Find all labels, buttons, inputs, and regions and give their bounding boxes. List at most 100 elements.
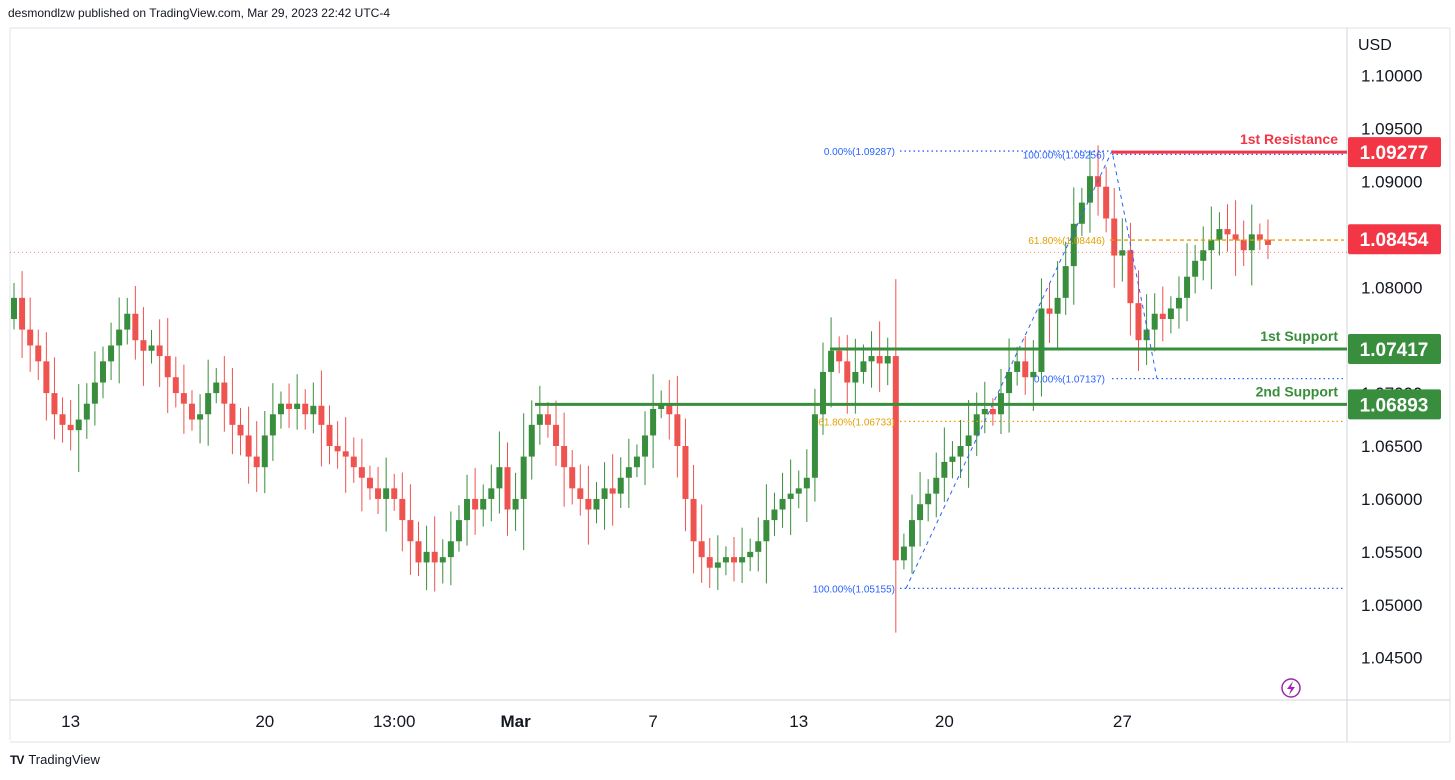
- candle: [83, 383, 90, 439]
- candle-body: [1240, 239, 1247, 251]
- candle: [836, 336, 843, 374]
- candle: [1078, 187, 1085, 236]
- candle: [1264, 219, 1271, 260]
- price-tick: 1.04500: [1361, 649, 1422, 668]
- candle-body: [787, 493, 794, 499]
- price-tick: 1.06000: [1361, 490, 1422, 509]
- candle: [286, 383, 293, 428]
- candle-body: [455, 520, 462, 542]
- candle: [965, 399, 972, 488]
- candle-body: [593, 498, 600, 510]
- fib-label: 0.00%(1.09287): [824, 147, 895, 158]
- candle-body: [836, 350, 843, 362]
- candle-body: [1070, 223, 1077, 267]
- candle: [844, 334, 851, 414]
- candle-body: [739, 557, 746, 563]
- candle-body: [27, 329, 34, 346]
- candle-body: [67, 424, 74, 431]
- candle-body: [1054, 297, 1061, 314]
- candle: [439, 539, 446, 584]
- candle: [455, 505, 462, 552]
- price-tick: 1.05000: [1361, 596, 1422, 615]
- candle-body: [747, 551, 754, 558]
- candle: [536, 385, 543, 445]
- candle: [407, 484, 414, 575]
- time-tick: 20: [255, 712, 274, 731]
- candle-body: [892, 356, 899, 561]
- candle-body: [124, 313, 131, 330]
- candle-body: [1078, 202, 1085, 224]
- candle-body: [116, 329, 123, 346]
- candle: [19, 271, 26, 358]
- candle: [868, 331, 875, 388]
- candle: [633, 444, 640, 478]
- candle-body: [860, 361, 867, 372]
- support1-price-tag: 1.07417: [1348, 333, 1441, 364]
- price-axis[interactable]: USD1.100001.095001.090001.080001.075001.…: [1281, 37, 1441, 698]
- candle: [609, 454, 616, 526]
- candle: [156, 319, 163, 387]
- candle: [1159, 286, 1166, 342]
- candle-body: [690, 498, 697, 542]
- candle: [973, 392, 980, 456]
- candle-body: [19, 297, 26, 330]
- candle-body: [350, 456, 357, 468]
- candle: [941, 427, 948, 502]
- level-name: 1st Resistance: [1240, 131, 1338, 147]
- candle: [415, 521, 422, 577]
- candle-body: [949, 456, 956, 462]
- candle-body: [310, 405, 317, 415]
- time-tick: 7: [648, 712, 657, 731]
- publisher-note: desmondlzw published on TradingView.com,…: [8, 6, 390, 20]
- fib-label: 100.00%(1.05155): [813, 584, 895, 595]
- candle-body: [229, 403, 236, 425]
- price-tick: 1.09000: [1361, 172, 1422, 191]
- candle: [860, 344, 867, 384]
- candle: [779, 472, 786, 528]
- candle: [763, 484, 770, 584]
- candle: [116, 297, 123, 384]
- candle-body: [811, 414, 818, 478]
- candle: [164, 317, 171, 414]
- candle: [1062, 241, 1069, 315]
- lightning-icon: [1281, 678, 1301, 698]
- candle-body: [383, 488, 390, 499]
- candle-body: [269, 414, 276, 436]
- candle-body: [375, 488, 382, 499]
- candle-body: [180, 393, 187, 404]
- candle: [366, 465, 373, 500]
- price-tag-bg: [1348, 137, 1441, 168]
- candle: [722, 546, 729, 576]
- candle: [318, 370, 325, 467]
- candle: [302, 389, 309, 430]
- candle-body: [1111, 218, 1118, 256]
- candle: [585, 465, 592, 545]
- candle: [682, 418, 689, 532]
- candle: [528, 400, 535, 480]
- price-tick: 1.10000: [1361, 67, 1422, 86]
- tradingview-footer[interactable]: TV TradingView: [10, 752, 100, 767]
- candle: [884, 337, 891, 386]
- candle: [205, 359, 212, 446]
- support2-price-tag: 1.06893: [1348, 389, 1441, 420]
- candle-body: [11, 297, 17, 320]
- candle: [91, 351, 98, 426]
- candle-body: [933, 477, 940, 494]
- candle: [811, 388, 818, 502]
- candle-body: [714, 562, 721, 568]
- candle-body: [75, 419, 82, 431]
- price-tag-bg: [1348, 389, 1441, 420]
- time-tick: 13:00: [373, 712, 416, 731]
- candle: [480, 484, 487, 527]
- candle-body: [1224, 229, 1231, 235]
- candle: [1232, 200, 1239, 276]
- time-axis[interactable]: 13 20 13:00 Mar 7 13 20 27: [61, 712, 1132, 731]
- candle-body: [528, 424, 535, 457]
- candle: [1240, 220, 1247, 266]
- candle: [787, 459, 794, 536]
- candle: [900, 533, 907, 570]
- candle-body: [1086, 176, 1093, 203]
- candle-body: [431, 551, 438, 563]
- candle-body: [99, 361, 106, 383]
